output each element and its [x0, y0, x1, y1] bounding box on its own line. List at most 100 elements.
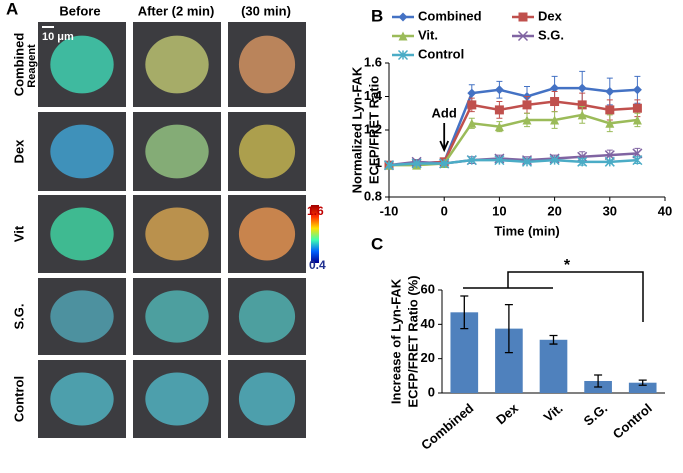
y-axis-label: Normalized Lyn-FAK: [349, 66, 364, 193]
cell: [145, 124, 209, 179]
x-tick-label: 20: [547, 203, 561, 218]
x-tick-label: -10: [380, 203, 399, 218]
column-header: (30 min): [241, 3, 291, 18]
error-bar: [594, 374, 603, 388]
marker: [577, 100, 587, 110]
marker: [550, 97, 560, 107]
y-tick-label: 20: [421, 350, 435, 365]
marker: [549, 155, 560, 166]
cell: [145, 207, 209, 261]
marker: [494, 85, 504, 95]
x-axis-label: Time (min): [494, 223, 560, 238]
marker: [467, 88, 477, 98]
marker: [605, 118, 615, 128]
colorbar-min: 0.4: [309, 258, 326, 272]
marker: [397, 49, 409, 61]
column-header: Before: [59, 3, 100, 18]
cell: [238, 35, 296, 94]
row-label: Control: [11, 376, 26, 422]
marker: [632, 155, 643, 166]
colorbar: [311, 205, 319, 263]
series: [384, 90, 642, 170]
row-label: Combined: [11, 33, 26, 97]
legend-label: S.G.: [538, 27, 564, 42]
cell: [238, 207, 296, 261]
marker: [632, 85, 642, 95]
marker: [466, 155, 477, 166]
panel-label: C: [371, 234, 383, 253]
legend-label: Combined: [418, 8, 482, 23]
error-bar: [460, 295, 469, 330]
cell: [238, 124, 296, 179]
column-header: After (2 min): [138, 3, 215, 18]
x-tick-label: 40: [658, 203, 672, 218]
x-tick-label: Dex: [493, 400, 522, 427]
scale-bar-label: 10 μm: [42, 31, 74, 43]
bar: [539, 339, 568, 393]
marker: [605, 105, 615, 115]
marker: [398, 31, 408, 41]
x-tick-label: Control: [610, 400, 655, 441]
y-tick-label: 40: [421, 316, 435, 331]
cell: [50, 290, 114, 343]
cell: [145, 35, 209, 94]
y-axis-label: ECFP/FRET Ratio (%): [405, 275, 420, 407]
line: [388, 158, 638, 167]
series: [384, 106, 642, 170]
cell: [238, 290, 296, 343]
significance-bracket: [463, 271, 644, 322]
marker: [632, 115, 642, 125]
marker: [494, 155, 505, 166]
marker: [398, 12, 408, 22]
cell: [50, 35, 114, 94]
y-tick-label: 0.8: [364, 188, 382, 203]
cell: [145, 372, 209, 426]
x-tick-label: Vit.: [541, 400, 566, 424]
marker: [632, 103, 642, 113]
series: [383, 155, 643, 171]
panel-label: B: [371, 6, 383, 25]
marker: [383, 160, 395, 171]
error-bar: [638, 379, 647, 386]
panel-label: A: [6, 0, 18, 18]
cell: [50, 372, 114, 426]
line: [389, 113, 638, 167]
x-tick-label: 0: [441, 203, 448, 218]
legend-label: Vit.: [418, 27, 438, 42]
cell: [145, 290, 209, 343]
x-tick-label: 30: [603, 203, 617, 218]
y-tick-label: 1.2: [364, 121, 382, 136]
row-label: Dex: [11, 139, 26, 164]
row-sublabel: Reagent: [26, 44, 38, 88]
marker: [517, 30, 529, 42]
marker: [522, 115, 532, 125]
marker: [604, 156, 615, 167]
y-axis-label: Increase of Lyn-FAK: [388, 278, 403, 404]
annotation: *: [564, 257, 571, 274]
colorbar-max: 1.6: [307, 204, 324, 218]
legend-label: Dex: [538, 8, 563, 23]
line: [388, 86, 638, 167]
marker: [521, 156, 533, 167]
marker: [411, 158, 422, 169]
y-tick-label: 60: [421, 281, 435, 296]
marker: [577, 83, 587, 93]
bracket-line: [507, 271, 644, 322]
row-label: Vit: [11, 225, 26, 242]
marker: [550, 83, 560, 93]
x-tick-label: S.G.: [581, 400, 611, 428]
y-tick-label: 1.4: [364, 88, 383, 103]
marker: [550, 115, 560, 125]
panel-a: A Before After (2 min) (30 min) Reagent …: [6, 0, 326, 272]
error-bar: [549, 334, 558, 345]
y-axis-label: ECFP/FRET Ratio: [366, 76, 381, 184]
annotation-arrow: [439, 123, 450, 153]
marker: [577, 156, 588, 167]
bar: [628, 382, 657, 393]
cell: [50, 207, 114, 261]
y-tick-label: 0: [428, 384, 435, 399]
marker: [467, 118, 477, 128]
marker: [494, 122, 504, 132]
marker: [439, 158, 450, 169]
